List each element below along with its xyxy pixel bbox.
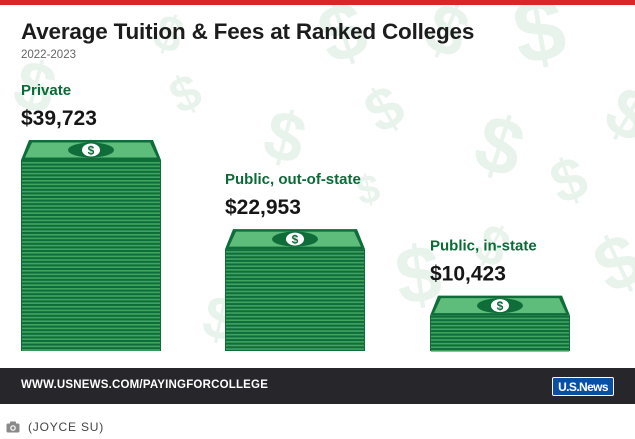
- dollar-seal-icon: $: [497, 299, 504, 313]
- value-label: $10,423: [430, 263, 506, 286]
- bill-stack-chart: $ $ $ Private $39,723 Public, out-of-state $22…: [21, 82, 570, 352]
- bar-3: $: [430, 295, 570, 352]
- chart-subtitle: 2022-2023: [21, 49, 76, 61]
- footer-url-link[interactable]: WWW.USNEWS.COM/PAYINGFORCOLLEGE: [21, 379, 269, 391]
- camera-icon: [6, 421, 20, 433]
- credit-text: (JOYCE SU): [28, 420, 105, 434]
- usnews-logo[interactable]: U.S.News: [552, 377, 614, 396]
- footer-bar: WWW.USNEWS.COM/PAYINGFORCOLLEGE U.S.News: [0, 368, 635, 404]
- dollar-seal-icon: $: [88, 144, 95, 158]
- category-label: Private: [21, 82, 71, 99]
- category-label: Public, out-of-state: [225, 171, 361, 188]
- usnews-logo-text: U.S.News: [558, 379, 608, 394]
- top-accent-bar: [0, 0, 635, 5]
- dollar-seal-icon: $: [292, 233, 299, 247]
- bar-1: $: [21, 140, 161, 351]
- value-label: $22,953: [225, 196, 301, 219]
- category-label: Public, in-state: [430, 238, 537, 255]
- photo-credit: (JOYCE SU): [6, 420, 104, 434]
- infographic: $$$$$$$$$$$$$$$$$$$$ Average Tuition & F…: [0, 0, 635, 404]
- value-label: $39,723: [21, 107, 97, 130]
- bar-2: $: [225, 229, 365, 351]
- chart-title: Average Tuition & Fees at Ranked College…: [21, 19, 475, 44]
